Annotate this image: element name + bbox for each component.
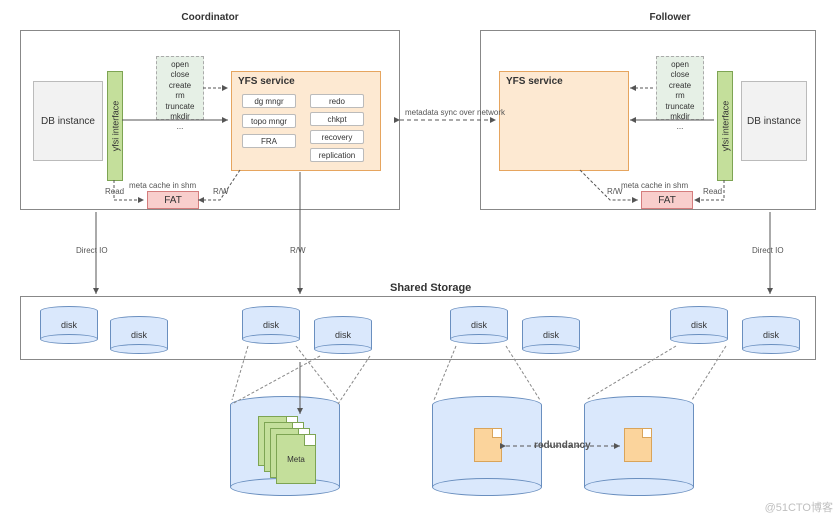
watermark: @51CTO博客 — [765, 499, 833, 515]
yfs-title-follower: YFS service — [506, 76, 563, 87]
disk-4: disk — [314, 316, 372, 354]
disk-8: disk — [742, 316, 800, 354]
yfsi-label-f: yfsi interface — [720, 101, 730, 152]
metadata-sync-label: metadata sync over network — [400, 108, 510, 117]
mini-topo-mngr: topo mngr — [242, 114, 296, 128]
db-instance-coordinator: DB instance — [33, 81, 103, 161]
disk-1: disk — [40, 306, 98, 344]
ops-list-coordinator: open close create rm truncate mkdir ... — [156, 56, 204, 120]
file-icon-right — [624, 428, 652, 462]
redundancy-label: redundancy — [534, 440, 591, 451]
rw-label-coord: R/W — [213, 187, 229, 196]
rw-down-label: R/W — [290, 246, 306, 255]
file-icon-left — [474, 428, 502, 462]
fat-follower: FAT — [641, 191, 693, 209]
rw-label-foll: R/W — [607, 187, 623, 196]
disk-2: disk — [110, 316, 168, 354]
read-label-foll: Read — [703, 187, 722, 196]
yfsi-interface-follower: yfsi interface — [717, 71, 733, 181]
mini-replication: replication — [310, 148, 364, 162]
coordinator-title: Coordinator — [150, 12, 270, 23]
follower-title: Follower — [620, 12, 720, 23]
yfsi-label: yfsi interface — [110, 101, 120, 152]
mini-chkpt: chkpt — [310, 112, 364, 126]
shm-label-foll: meta cache in shm — [621, 181, 688, 190]
yfsi-interface-coordinator: yfsi interface — [107, 71, 123, 181]
disk-3: disk — [242, 306, 300, 344]
mini-redo: redo — [310, 94, 364, 108]
yfs-service-coordinator: YFS service dg mngr topo mngr FRA redo c… — [231, 71, 381, 171]
ops-list-follower: open close create rm truncate mkdir ... — [656, 56, 704, 120]
mini-fra: FRA — [242, 134, 296, 148]
follower-panel: YFS service open close create rm truncat… — [480, 30, 816, 210]
disk-5: disk — [450, 306, 508, 344]
direct-io-left-label: Direct IO — [76, 246, 108, 255]
yfs-service-follower: YFS service — [499, 71, 629, 171]
yfs-title-coordinator: YFS service — [238, 76, 295, 87]
storage-title: Shared Storage — [390, 282, 471, 294]
coordinator-panel: DB instance yfsi interface open close cr… — [20, 30, 400, 210]
disk-7: disk — [670, 306, 728, 344]
db-instance-follower: DB instance — [741, 81, 807, 161]
fat-coordinator: FAT — [147, 191, 199, 209]
mini-dg-mngr: dg mngr — [242, 94, 296, 108]
mini-recovery: recovery — [310, 130, 364, 144]
direct-io-right-label: Direct IO — [752, 246, 784, 255]
disk-6: disk — [522, 316, 580, 354]
read-label-coord: Read — [105, 187, 124, 196]
shm-label-coord: meta cache in shm — [129, 181, 196, 190]
